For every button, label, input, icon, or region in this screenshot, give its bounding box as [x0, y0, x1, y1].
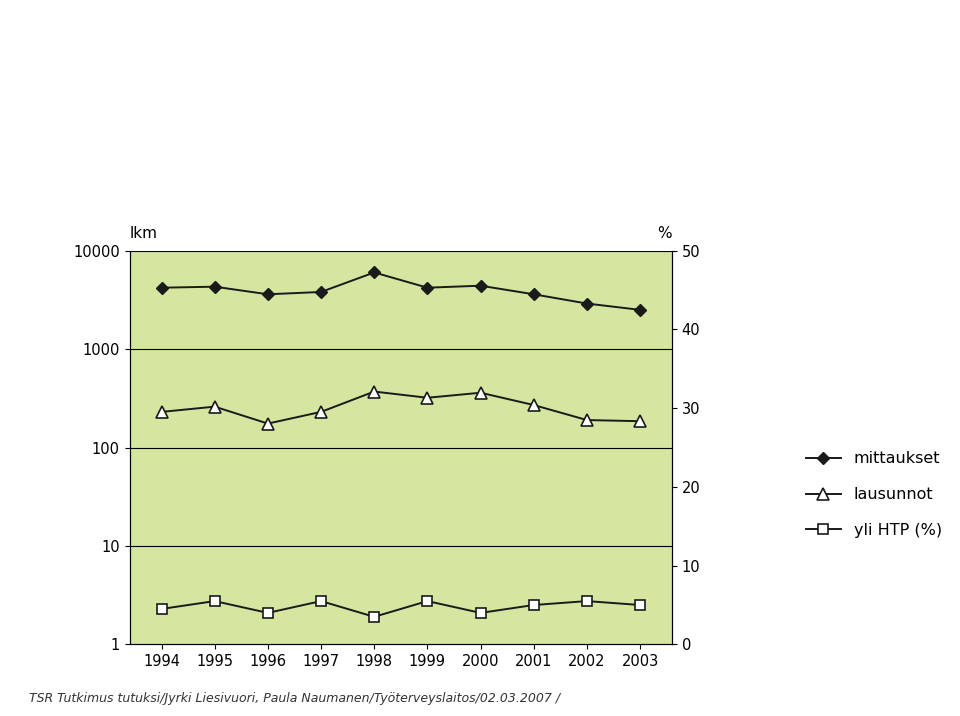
Line: lausunnot: lausunnot	[156, 386, 646, 429]
Text: Työterveyslaitoksen aluelaitosten työpaikkojen ilman
epäpuhtausmittausten määrä,: Työterveyslaitoksen aluelaitosten työpai…	[29, 21, 658, 117]
lausunnot	[209, 402, 221, 411]
Text: %: %	[658, 226, 672, 241]
lausunnot	[156, 407, 167, 416]
lausunnot	[581, 416, 592, 425]
mittaukset	[475, 281, 487, 290]
yli HTP (%)	[528, 601, 540, 609]
yli HTP (%)	[475, 609, 487, 617]
yli HTP (%)	[635, 601, 646, 609]
mittaukset	[156, 284, 167, 292]
yli HTP (%)	[262, 609, 274, 617]
mittaukset	[581, 299, 592, 308]
yli HTP (%)	[581, 597, 592, 606]
yli HTP (%)	[421, 597, 433, 606]
lausunnot	[528, 401, 540, 410]
mittaukset	[315, 288, 326, 296]
mittaukset	[369, 268, 380, 277]
yli HTP (%)	[209, 597, 221, 606]
lausunnot	[262, 420, 274, 428]
Line: yli HTP (%): yli HTP (%)	[156, 596, 645, 621]
mittaukset	[528, 290, 540, 299]
Text: TSR Tutkimus tutuksi/Jyrki Liesivuori, Paula Naumanen/Työterveyslaitos/02.03.200: TSR Tutkimus tutuksi/Jyrki Liesivuori, P…	[29, 692, 560, 705]
yli HTP (%)	[315, 597, 326, 606]
Text: lkm: lkm	[130, 226, 157, 241]
lausunnot	[475, 389, 487, 397]
lausunnot	[635, 417, 646, 425]
lausunnot	[315, 407, 326, 416]
yli HTP (%)	[369, 612, 380, 621]
mittaukset	[209, 282, 221, 291]
yli HTP (%)	[156, 604, 167, 613]
Circle shape	[748, 64, 923, 365]
mittaukset	[262, 290, 274, 299]
mittaukset	[635, 306, 646, 314]
Line: mittaukset: mittaukset	[157, 268, 644, 314]
lausunnot	[369, 387, 380, 396]
lausunnot	[421, 394, 433, 402]
Legend: mittaukset, lausunnot, yli HTP (%): mittaukset, lausunnot, yli HTP (%)	[800, 445, 948, 544]
mittaukset	[421, 284, 433, 292]
